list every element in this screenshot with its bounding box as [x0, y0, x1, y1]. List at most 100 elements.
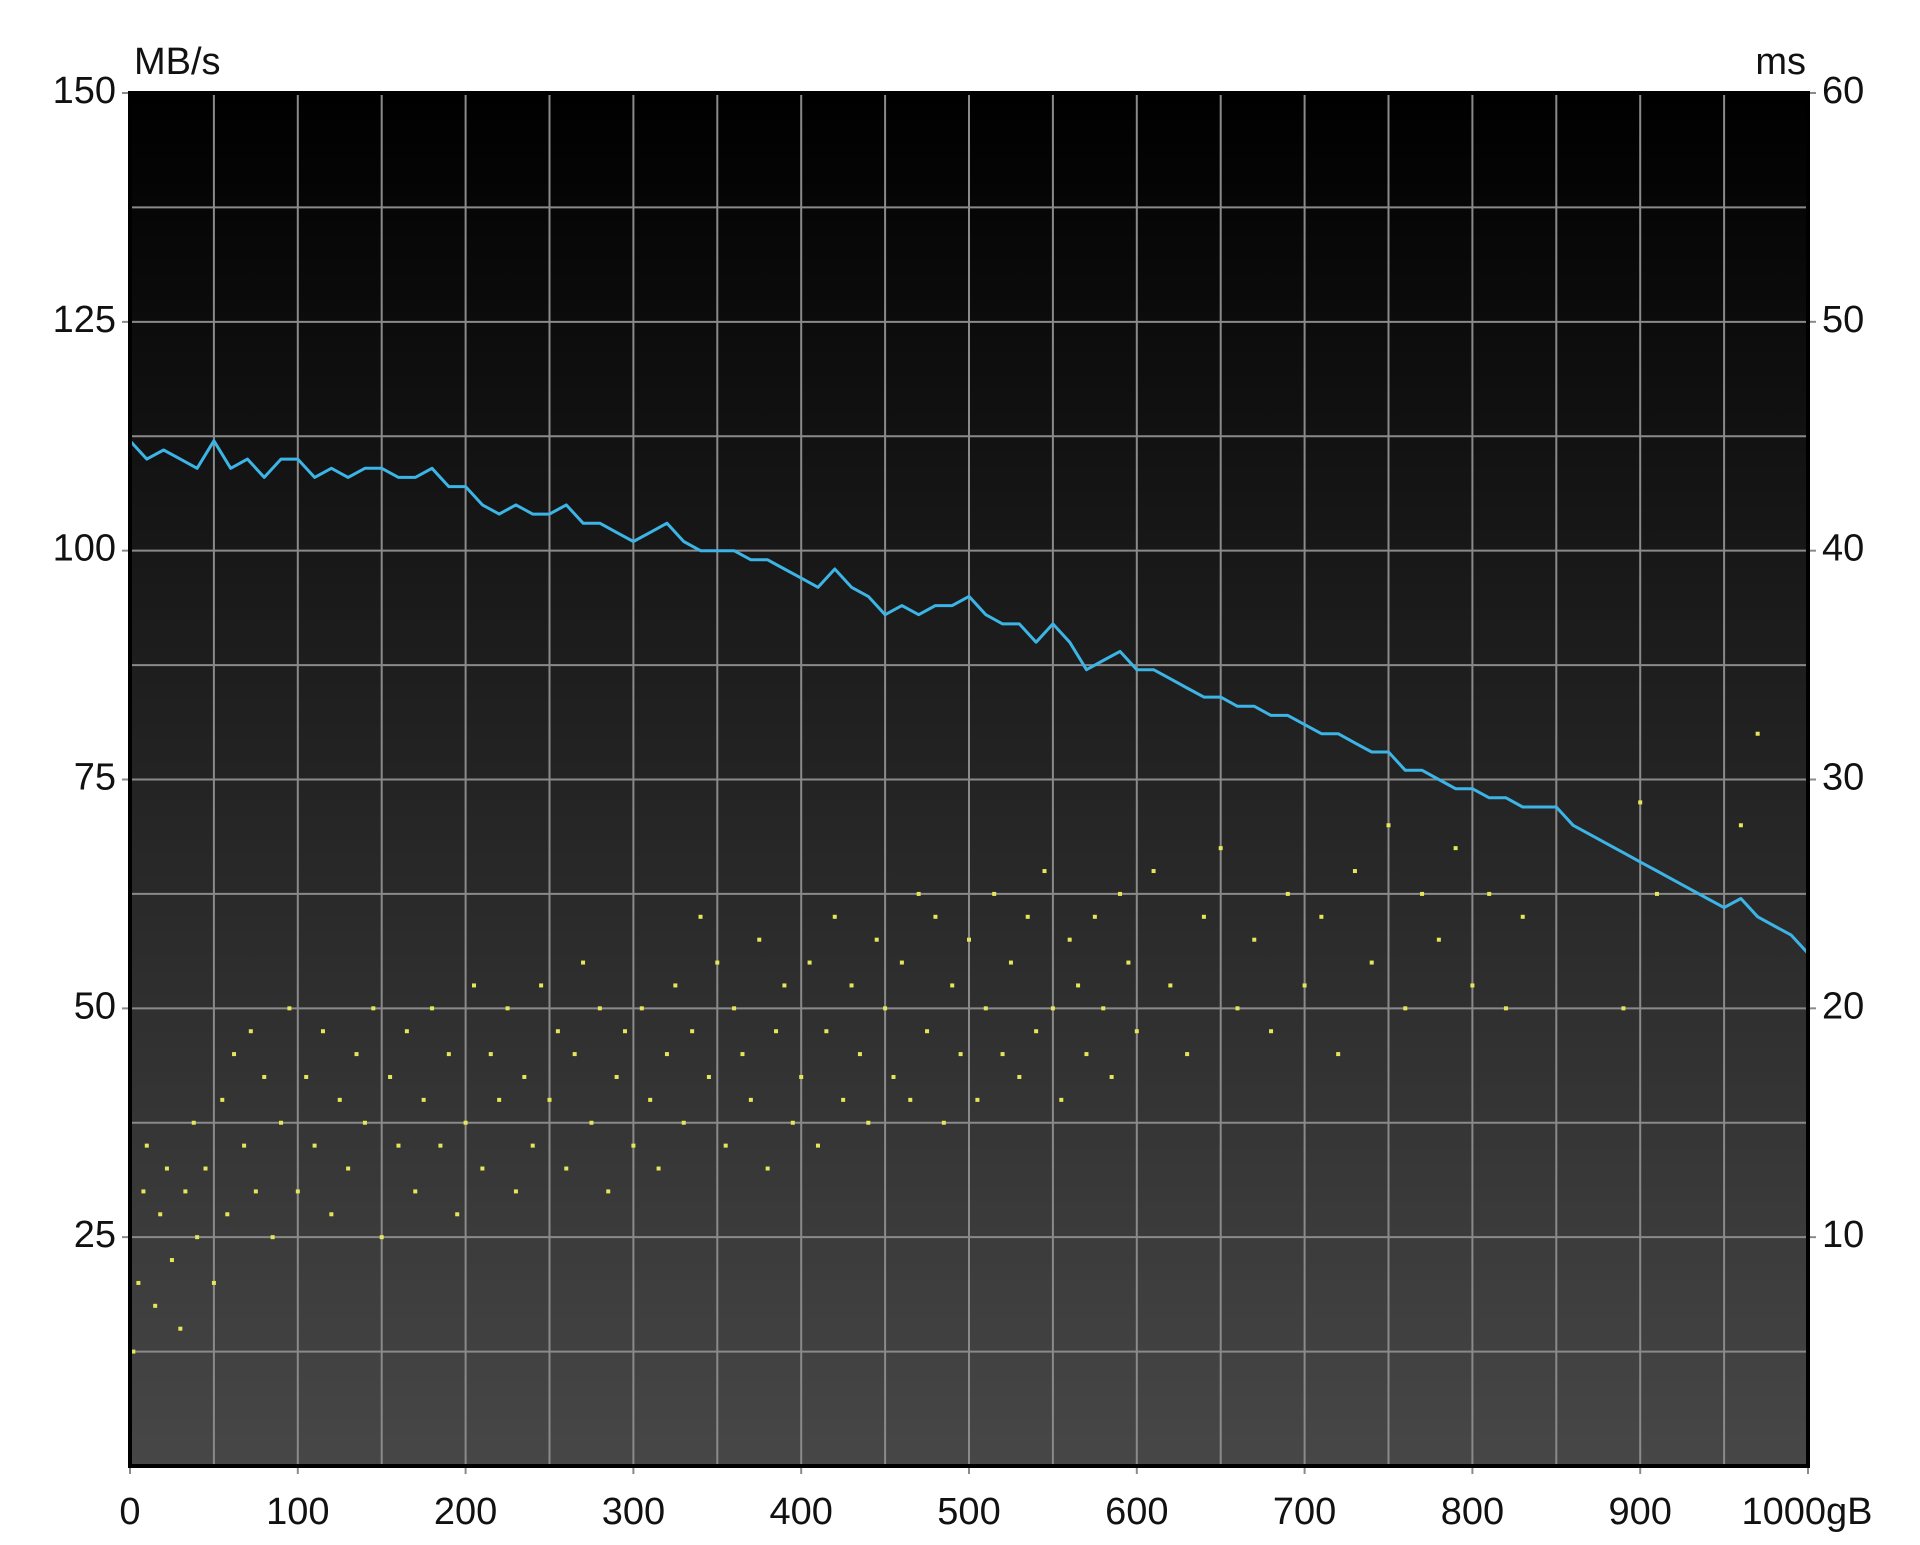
- access-point: [732, 1006, 737, 1011]
- access-point: [1201, 914, 1206, 919]
- access-point: [774, 1029, 779, 1034]
- access-point: [530, 1143, 535, 1148]
- x-tick-label: 500: [937, 1491, 1000, 1533]
- access-point: [153, 1303, 158, 1308]
- x-tick-label: 400: [769, 1491, 832, 1533]
- access-point: [1503, 1006, 1508, 1011]
- access-point: [295, 1189, 300, 1194]
- access-point: [614, 1074, 619, 1079]
- y2-tick-label: 40: [1822, 528, 1864, 570]
- access-point: [757, 937, 762, 942]
- access-point: [488, 1052, 493, 1057]
- access-point: [354, 1052, 359, 1057]
- access-point: [1302, 983, 1307, 988]
- access-point: [1319, 914, 1324, 919]
- access-point: [1453, 846, 1458, 851]
- access-point: [547, 1097, 552, 1102]
- y2-axis-label: ms: [1755, 41, 1806, 83]
- access-point: [1755, 731, 1760, 736]
- access-point: [916, 891, 921, 896]
- plot: [130, 439, 1808, 1354]
- access-point: [1386, 823, 1391, 828]
- access-point: [141, 1189, 146, 1194]
- access-point: [1000, 1052, 1005, 1057]
- access-point: [941, 1120, 946, 1125]
- access-point: [1654, 891, 1659, 896]
- access-point: [958, 1052, 963, 1057]
- access-point: [262, 1074, 267, 1079]
- transfer-line: [130, 439, 1808, 955]
- access-point: [1487, 891, 1492, 896]
- access-point: [799, 1074, 804, 1079]
- access-point: [933, 914, 938, 919]
- access-point: [320, 1029, 325, 1034]
- access-point: [790, 1120, 795, 1125]
- access-point: [1109, 1074, 1114, 1079]
- access-point: [279, 1120, 284, 1125]
- access-point: [131, 1349, 136, 1354]
- x-axis-label: gB: [1826, 1491, 1872, 1533]
- access-point: [690, 1029, 695, 1034]
- access-point: [883, 1006, 888, 1011]
- access-point: [1034, 1029, 1039, 1034]
- access-point: [564, 1166, 569, 1171]
- access-point: [225, 1212, 230, 1217]
- access-point: [664, 1052, 669, 1057]
- access-point: [1470, 983, 1475, 988]
- access-point: [471, 983, 476, 988]
- access-point: [413, 1189, 418, 1194]
- access-point: [505, 1006, 510, 1011]
- access-point: [623, 1029, 628, 1034]
- access-point: [1092, 914, 1097, 919]
- access-point: [195, 1235, 200, 1240]
- access-point: [1520, 914, 1525, 919]
- access-point: [648, 1097, 653, 1102]
- access-point: [1042, 869, 1047, 874]
- access-point: [740, 1052, 745, 1057]
- access-point: [891, 1074, 896, 1079]
- access-point: [158, 1212, 163, 1217]
- x-tick-label: 1000: [1741, 1491, 1826, 1533]
- access-point: [1126, 960, 1131, 965]
- access-point: [748, 1097, 753, 1102]
- access-point: [992, 891, 997, 896]
- access-point: [899, 960, 904, 965]
- y-tick-label: 75: [74, 757, 116, 799]
- access-point: [242, 1143, 247, 1148]
- access-point: [304, 1074, 309, 1079]
- access-point: [1420, 891, 1425, 896]
- access-point: [1369, 960, 1374, 965]
- access-point: [581, 960, 586, 965]
- access-point: [706, 1074, 711, 1079]
- access-point: [220, 1097, 225, 1102]
- y2-tick-label: 30: [1822, 757, 1864, 799]
- access-point: [1168, 983, 1173, 988]
- access-point: [337, 1097, 342, 1102]
- access-point: [513, 1189, 518, 1194]
- access-point: [371, 1006, 376, 1011]
- access-point: [248, 1029, 253, 1034]
- access-point: [597, 1006, 602, 1011]
- access-point: [270, 1235, 275, 1240]
- access-point: [191, 1120, 196, 1125]
- x-tick-label: 200: [434, 1491, 497, 1533]
- access-point: [388, 1074, 393, 1079]
- access-point: [287, 1006, 292, 1011]
- access-point: [824, 1029, 829, 1034]
- x-tick-label: 0: [119, 1491, 140, 1533]
- access-point: [232, 1052, 237, 1057]
- access-point: [874, 937, 879, 942]
- access-point: [782, 983, 787, 988]
- access-point: [908, 1097, 913, 1102]
- access-point: [572, 1052, 577, 1057]
- y-tick-label: 25: [74, 1214, 116, 1256]
- access-point: [950, 983, 955, 988]
- access-point: [1738, 823, 1743, 828]
- access-point: [555, 1029, 560, 1034]
- access-point: [438, 1143, 443, 1148]
- y2-tick-label: 60: [1822, 70, 1864, 112]
- access-point: [480, 1166, 485, 1171]
- access-point: [169, 1258, 174, 1263]
